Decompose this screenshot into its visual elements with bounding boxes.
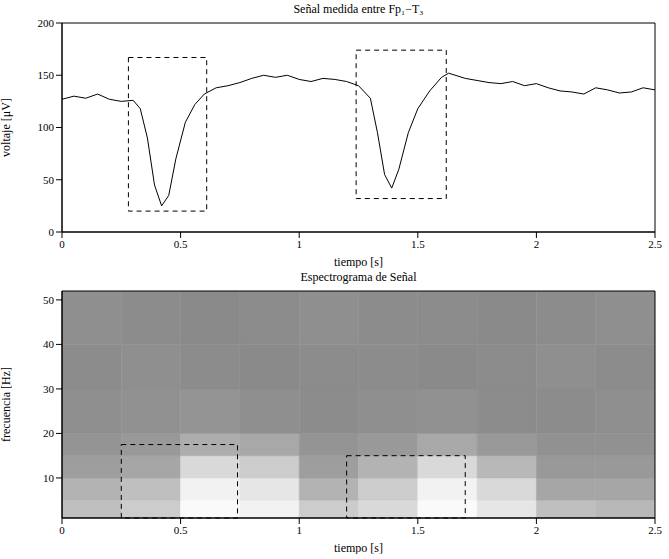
svg-text:40: 40: [43, 338, 55, 350]
svg-text:50: 50: [43, 174, 55, 186]
svg-text:0: 0: [49, 226, 55, 238]
svg-text:2: 2: [534, 524, 540, 536]
svg-text:0: 0: [59, 238, 65, 250]
html-text:Señal medida entre Fp₁−T₃: Señal medida entre Fp₁−T₃: [293, 2, 424, 16]
svg-text:tiempo [s]: tiempo [s]: [334, 255, 383, 268]
svg-text:voltaje [μV]: voltaje [μV]: [0, 98, 13, 157]
svg-text:tiempo [s]: tiempo [s]: [334, 541, 383, 554]
svg-text:50: 50: [43, 294, 55, 306]
svg-text:1: 1: [296, 524, 302, 536]
html-text:Espectrograma de Señal: Espectrograma de Señal: [300, 270, 417, 284]
svg-text:2.5: 2.5: [648, 238, 662, 250]
svg-text:1.5: 1.5: [411, 238, 425, 250]
svg-text:2.5: 2.5: [648, 524, 662, 536]
svg-text:frecuencia [Hz]: frecuencia [Hz]: [0, 367, 13, 442]
svg-text:200: 200: [38, 18, 55, 29]
svg-text:100: 100: [38, 121, 55, 133]
svg-text:1.5: 1.5: [411, 524, 425, 536]
svg-text:2: 2: [534, 238, 540, 250]
svg-text:0.5: 0.5: [174, 524, 188, 536]
svg-text:150: 150: [38, 69, 55, 81]
svg-text:0: 0: [59, 524, 65, 536]
svg-text:30: 30: [43, 383, 55, 395]
svg-text:0.5: 0.5: [174, 238, 188, 250]
svg-text:10: 10: [43, 472, 55, 484]
svg-text:1: 1: [296, 238, 302, 250]
svg-text:20: 20: [43, 427, 55, 439]
